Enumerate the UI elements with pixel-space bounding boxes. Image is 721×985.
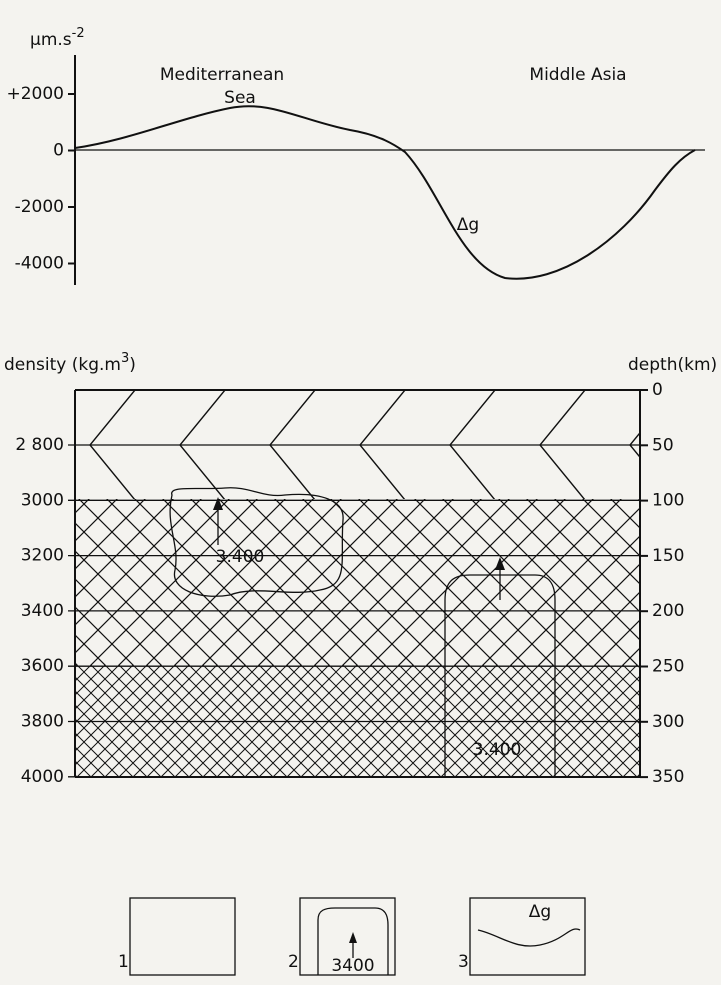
legend-number: 1 <box>118 952 129 972</box>
density-title: density (kg.m3) <box>4 351 136 376</box>
gravity-unit: μm.s-2 <box>30 26 85 51</box>
tick-label: 50 <box>652 435 674 455</box>
legend-label: 3400 <box>331 956 374 976</box>
tick-label: 250 <box>652 657 684 677</box>
legend-label: Δg <box>529 902 551 922</box>
tick-label: -2000 <box>15 197 64 217</box>
region-label: Sea <box>224 88 256 108</box>
tick-label: 150 <box>652 546 684 566</box>
depth-title: depth(km) <box>628 355 717 375</box>
legend-number: 2 <box>288 952 299 972</box>
tick-label: 3400 <box>21 601 64 621</box>
legend-number: 3 <box>458 952 469 972</box>
curve-label: Δg <box>457 215 479 235</box>
legend-box <box>130 898 235 975</box>
tick-label: 350 <box>652 767 684 787</box>
region-label: Middle Asia <box>529 65 626 85</box>
tick-label: 3000 <box>21 490 64 510</box>
tick-label: 3600 <box>21 656 64 676</box>
tick-label: -4000 <box>15 254 64 274</box>
tick-label: 3800 <box>21 712 64 732</box>
tick-label: 3200 <box>21 546 64 566</box>
tick-label: 4000 <box>21 767 64 787</box>
section-panel: density (kg.m3) depth(km) 2 800300032003… <box>4 351 717 788</box>
legend-box <box>470 898 585 975</box>
density-label: 3.400 <box>473 740 522 760</box>
legend-curve <box>478 929 580 946</box>
figure: μm.s-2 Mediterranean Sea Middle Asia Δg … <box>0 0 721 985</box>
tick-label: +2000 <box>6 84 64 104</box>
tick-label: 2 800 <box>15 435 64 455</box>
region-label: Mediterranean <box>160 65 284 85</box>
tick-label: 200 <box>652 601 684 621</box>
tick-label: 0 <box>53 141 64 161</box>
arrow-head <box>349 932 357 943</box>
tick-label: 300 <box>652 712 684 732</box>
tick-label: 100 <box>652 491 684 511</box>
gravity-curve <box>75 106 695 279</box>
legend: 1 2 3400 3 Δg <box>118 898 585 976</box>
gravity-panel: μm.s-2 Mediterranean Sea Middle Asia Δg … <box>6 26 705 286</box>
tick-label: 0 <box>652 380 663 400</box>
density-label: 3.400 <box>216 547 265 567</box>
